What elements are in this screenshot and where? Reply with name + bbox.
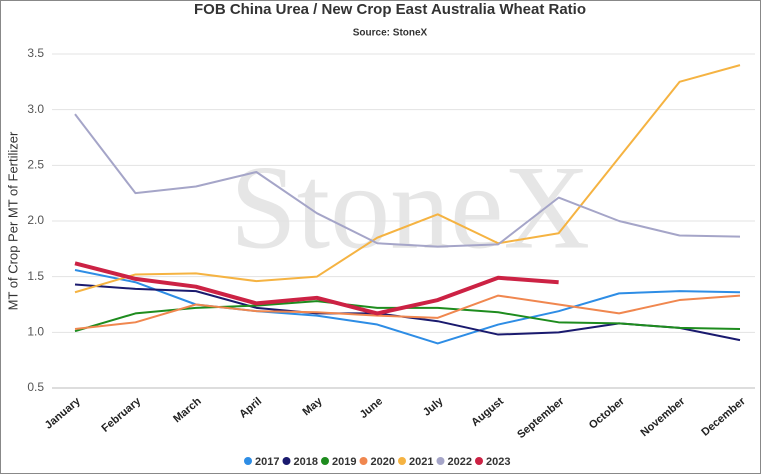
legend: 2017 2018 2019 2020 2021 2022 2023	[244, 456, 510, 468]
legend-marker	[244, 457, 252, 465]
y-axis-label: MT of Crop Per MT of Fertilizer	[5, 131, 20, 310]
legend-marker	[475, 457, 483, 465]
chart-subtitle: Source: StoneX	[353, 28, 428, 39]
watermark: StoneX	[230, 141, 590, 274]
grid	[52, 53, 755, 389]
series-line	[74, 64, 741, 294]
y-tick-label: 3.0	[27, 102, 44, 116]
series-line	[74, 269, 741, 345]
legend-label: 2022	[448, 456, 472, 468]
legend-marker	[398, 457, 406, 465]
legend-label: 2019	[332, 456, 356, 468]
legend-label: 2020	[371, 456, 395, 468]
y-tick-label: 2.0	[27, 213, 44, 227]
legend-label: 2017	[255, 456, 279, 468]
legend-marker	[436, 457, 445, 465]
legend-label: 2023	[486, 456, 510, 468]
legend-marker	[321, 457, 329, 465]
series-line	[74, 261, 559, 316]
y-tick-label: 1.5	[27, 269, 44, 283]
series-line	[74, 113, 741, 248]
chart-title: FOB China Urea / New Crop East Australia…	[194, 1, 586, 18]
legend-marker	[282, 457, 291, 465]
y-tick-label: 2.5	[27, 158, 44, 172]
legend-label: 2018	[294, 456, 318, 468]
lines	[74, 64, 741, 345]
y-tick-label: 1.0	[27, 325, 44, 339]
y-tick-label: 3.5	[27, 46, 44, 60]
legend-marker	[359, 457, 368, 465]
y-tick-label: 0.5	[27, 380, 44, 394]
series-line	[74, 294, 741, 330]
legend-label: 2021	[409, 456, 433, 468]
